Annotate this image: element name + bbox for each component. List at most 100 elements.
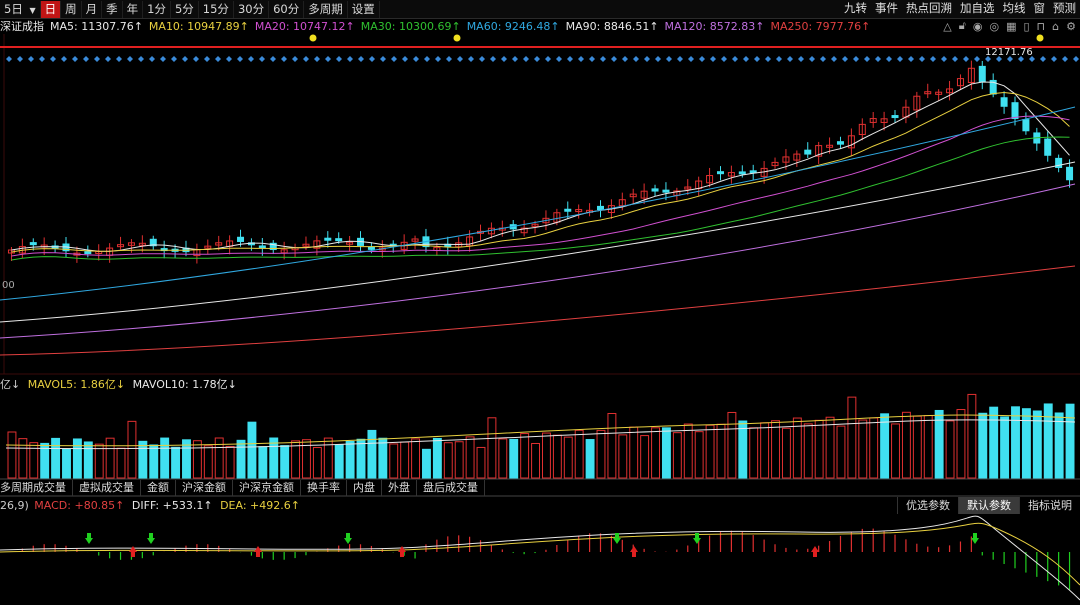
volume-bar (51, 437, 61, 479)
period-1[interactable]: 周 (61, 0, 82, 18)
triangle-icon[interactable]: △ (943, 19, 952, 33)
eye-icon[interactable]: ◉ (972, 19, 983, 33)
volume-bar (585, 439, 595, 479)
signal-marker (567, 56, 573, 62)
indicator-tab-4[interactable]: 沪深京金额 (233, 480, 301, 496)
volume-bar (1032, 410, 1042, 479)
period-4[interactable]: 年 (123, 0, 144, 18)
sell-arrow (344, 533, 352, 544)
period-5[interactable]: 1分 (143, 0, 171, 18)
grid-icon[interactable]: ▦ (1006, 19, 1017, 33)
volume-bar (738, 420, 748, 479)
volume-bar (411, 438, 421, 479)
indicator-tab-8[interactable]: 盘后成交量 (417, 480, 485, 496)
period-11[interactable]: 设置 (348, 0, 380, 18)
tool-4[interactable]: 均线 (1002, 1, 1026, 15)
candle-body (237, 236, 245, 242)
signal-marker (919, 56, 925, 62)
candle-body (1022, 119, 1030, 132)
signal-marker (490, 56, 496, 62)
indicator-tab-2[interactable]: 金额 (141, 480, 176, 496)
volume-bar (323, 437, 333, 479)
tool-1[interactable]: 事件 (875, 1, 898, 15)
signal-marker (479, 56, 485, 62)
candle-body (564, 208, 572, 212)
volume-bar (683, 423, 693, 479)
param-tab-2[interactable]: 指标说明 (1019, 497, 1080, 514)
volume-bar (498, 438, 508, 479)
volume-bar (542, 432, 551, 479)
signal-marker (435, 56, 441, 62)
sell-arrow (971, 533, 979, 544)
tool-3[interactable]: 加自选 (960, 1, 995, 15)
volume-bar (563, 436, 573, 479)
param-tab-1[interactable]: 默认参数 (958, 497, 1019, 514)
param-tab-0[interactable]: 优选参数 (897, 497, 958, 514)
eye-off-icon[interactable]: ◎ (989, 19, 1000, 33)
mavol5-label: MAVOL5: 1.86亿↓ (27, 378, 126, 391)
tool-0[interactable]: 九转 (844, 1, 867, 15)
signal-marker (248, 56, 254, 62)
volume-bar (116, 447, 126, 479)
tool-5[interactable]: 窗 (1033, 1, 1046, 15)
candle-body (978, 65, 986, 83)
tool-2[interactable]: 热点回溯 (906, 1, 952, 15)
volume-bar (967, 393, 977, 479)
signal-marker (985, 56, 991, 62)
signal-marker (523, 56, 529, 62)
volume-bar (891, 423, 900, 479)
period-10[interactable]: 多周期 (304, 0, 348, 18)
period-3[interactable]: 季 (102, 0, 123, 18)
candle-body (138, 242, 146, 246)
candle-body (520, 227, 528, 234)
volume-bar (236, 439, 246, 479)
period-0[interactable]: 日 (40, 0, 62, 18)
signal-marker (600, 56, 606, 62)
period-8[interactable]: 30分 (234, 0, 270, 18)
unlock-icon[interactable]: ⊓ (1036, 19, 1046, 33)
period-9[interactable]: 60分 (269, 0, 305, 18)
indicator-tab-7[interactable]: 外盘 (382, 480, 417, 496)
ma-item: MA60: 9246.48↑ (466, 19, 560, 33)
candle-body (127, 242, 135, 246)
signal-marker (754, 56, 760, 62)
candle-body (280, 249, 288, 254)
indicator-tab-5[interactable]: 换手率 (301, 480, 347, 496)
volume-bar (596, 429, 606, 479)
indicator-tab-3[interactable]: 沪深金额 (176, 480, 233, 496)
volume-bar (781, 427, 791, 479)
signal-marker (952, 56, 958, 62)
indicator-tab-1[interactable]: 虚拟成交量 (73, 480, 141, 496)
sell-arrow (147, 533, 155, 544)
signal-marker (325, 56, 331, 62)
period-6[interactable]: 5分 (171, 0, 199, 18)
signal-marker (864, 56, 870, 62)
volume-bar (182, 439, 191, 479)
trash-icon[interactable]: ▯ (1023, 19, 1030, 33)
tool-6[interactable]: 预测 (1053, 1, 1076, 15)
period-2[interactable]: 月 (82, 0, 103, 18)
bookmark-icon[interactable]: ⌂ (1052, 19, 1060, 33)
candle-body (826, 144, 834, 148)
volume-bar (247, 421, 257, 479)
candle-body (946, 88, 954, 94)
indicator-tab-6[interactable]: 内盘 (347, 480, 382, 496)
volume-bar (607, 412, 617, 479)
volume-bar (422, 448, 431, 479)
signal-marker (710, 56, 716, 62)
lock-icon[interactable]: 🔓︎ (958, 19, 966, 32)
candle-body (847, 135, 855, 149)
index-name: 深证成指 (0, 20, 44, 33)
period-7[interactable]: 15分 (199, 0, 234, 18)
signal-marker (655, 56, 661, 62)
candle-body (1066, 166, 1074, 181)
signal-marker (149, 56, 155, 62)
period-dropdown[interactable]: 5日 ▼ (0, 0, 41, 18)
candle-body (804, 149, 812, 155)
signal-marker (765, 56, 771, 62)
indicator-tab-0[interactable]: 多周期成交量 (0, 480, 73, 496)
volume-bar (465, 436, 475, 479)
ma-item: MA5: 11307.76↑ (50, 19, 143, 33)
settings-icon[interactable]: ⚙ (1066, 19, 1076, 33)
